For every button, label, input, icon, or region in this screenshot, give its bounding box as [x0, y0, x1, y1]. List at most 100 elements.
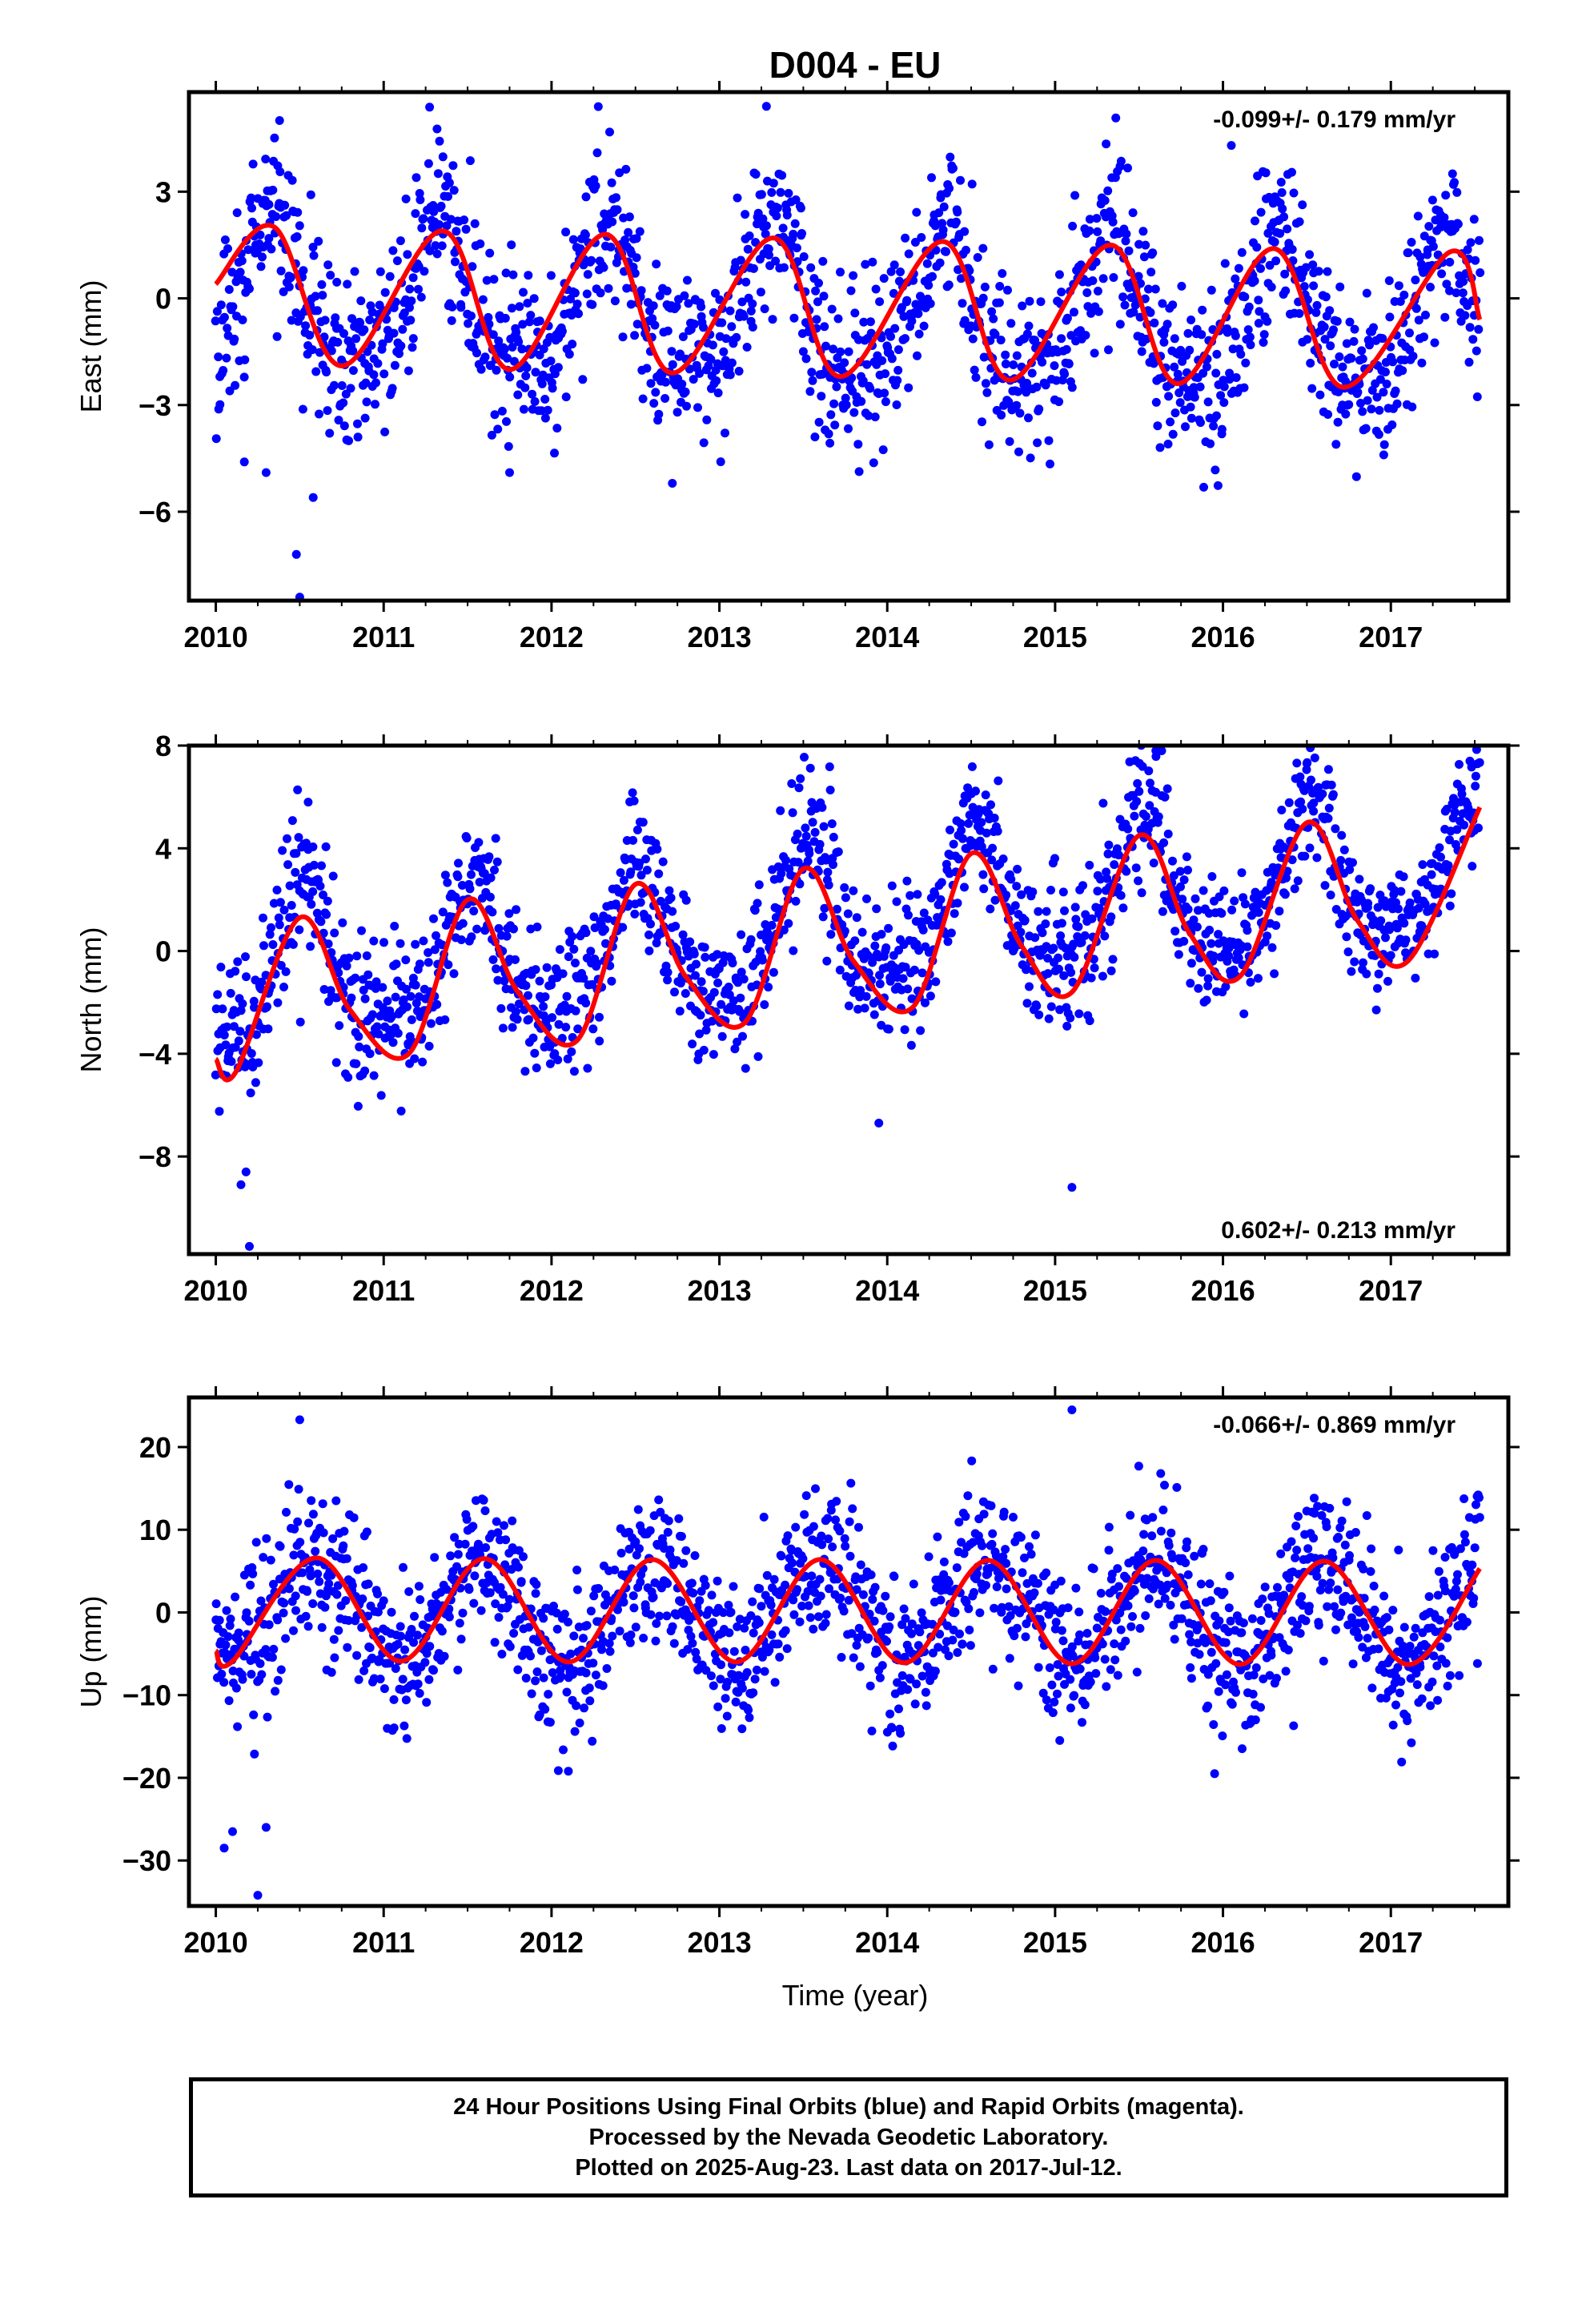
- data-point: [273, 1615, 283, 1625]
- data-point: [1046, 459, 1054, 468]
- data-point: [676, 979, 685, 988]
- data-point: [267, 244, 276, 254]
- data-point: [215, 1107, 224, 1116]
- data-point: [681, 1546, 691, 1555]
- data-point: [348, 366, 358, 376]
- data-point: [346, 384, 355, 393]
- data-point: [1374, 430, 1383, 439]
- data-point: [701, 1581, 710, 1590]
- data-point: [843, 909, 853, 919]
- data-point: [472, 924, 482, 934]
- data-point: [777, 171, 787, 180]
- data-point: [1292, 758, 1302, 768]
- data-point: [270, 133, 279, 143]
- data-point: [738, 1031, 747, 1041]
- data-point: [1320, 335, 1330, 344]
- data-point: [1203, 397, 1213, 407]
- data-point: [1218, 1731, 1227, 1741]
- data-point: [1149, 858, 1158, 868]
- data-point: [240, 1062, 250, 1072]
- data-point: [687, 1578, 697, 1588]
- data-point: [579, 1634, 588, 1643]
- data-point: [1280, 890, 1290, 899]
- data-point: [1009, 360, 1018, 369]
- data-point: [444, 191, 452, 201]
- outlier-point: [761, 102, 771, 111]
- data-point: [688, 1638, 697, 1648]
- data-point: [826, 930, 836, 939]
- data-point: [689, 1588, 698, 1598]
- data-point: [766, 1600, 776, 1610]
- data-point: [280, 200, 290, 210]
- data-point: [264, 234, 274, 243]
- data-point: [1124, 246, 1134, 255]
- data-point: [1211, 1659, 1221, 1668]
- data-point: [789, 313, 799, 323]
- data-point: [338, 918, 347, 927]
- data-point: [1385, 925, 1394, 935]
- data-point: [363, 347, 372, 356]
- data-point: [540, 992, 550, 1002]
- data-point: [291, 1591, 300, 1601]
- data-point: [343, 279, 352, 289]
- y-tick-label: 3: [155, 175, 171, 208]
- data-point: [1164, 392, 1174, 401]
- data-point: [281, 967, 291, 976]
- data-point: [607, 976, 616, 986]
- data-point: [604, 283, 613, 293]
- data-point: [242, 1608, 251, 1618]
- data-point: [1093, 227, 1102, 236]
- data-point: [319, 1528, 328, 1538]
- data-point: [578, 375, 588, 384]
- data-point: [535, 316, 544, 326]
- data-point: [1237, 868, 1247, 878]
- data-point: [291, 1606, 300, 1615]
- data-point: [1186, 413, 1196, 423]
- data-point: [360, 413, 370, 423]
- data-point: [885, 1612, 895, 1622]
- data-point: [437, 1626, 447, 1636]
- data-point: [546, 271, 556, 280]
- data-point: [1071, 915, 1081, 924]
- y-tick-label: −8: [139, 1140, 171, 1173]
- data-point: [814, 279, 823, 287]
- data-point: [529, 294, 539, 304]
- data-point: [226, 1614, 235, 1624]
- data-point: [1213, 480, 1223, 490]
- data-point: [833, 847, 843, 857]
- data-point: [663, 326, 673, 336]
- data-point: [409, 1638, 419, 1647]
- data-point: [549, 1602, 558, 1610]
- data-point: [505, 372, 515, 382]
- data-point: [628, 835, 638, 845]
- data-point: [342, 961, 351, 971]
- data-point: [429, 1666, 438, 1675]
- data-point: [631, 1622, 640, 1632]
- data-point: [811, 1484, 820, 1494]
- data-point: [530, 1048, 540, 1058]
- data-point: [899, 1604, 909, 1614]
- data-point: [875, 297, 885, 307]
- data-point: [681, 387, 690, 396]
- data-point: [990, 895, 1000, 905]
- data-point: [748, 1597, 757, 1606]
- outlier-point: [245, 1241, 254, 1251]
- data-point: [655, 291, 665, 300]
- data-point: [1418, 860, 1427, 870]
- data-point: [481, 1543, 491, 1552]
- data-point: [271, 1687, 280, 1696]
- data-point: [311, 1546, 320, 1556]
- data-point: [819, 822, 829, 831]
- data-point: [1471, 255, 1480, 265]
- data-point: [1424, 222, 1434, 231]
- data-point: [1170, 1634, 1179, 1644]
- data-point: [873, 1647, 882, 1657]
- data-point: [1057, 1626, 1066, 1635]
- data-point: [630, 909, 640, 919]
- data-point: [272, 332, 282, 341]
- data-point: [1006, 1611, 1015, 1620]
- data-point: [465, 156, 475, 166]
- data-point: [1070, 308, 1078, 317]
- data-point: [695, 368, 705, 378]
- data-point: [1108, 955, 1118, 964]
